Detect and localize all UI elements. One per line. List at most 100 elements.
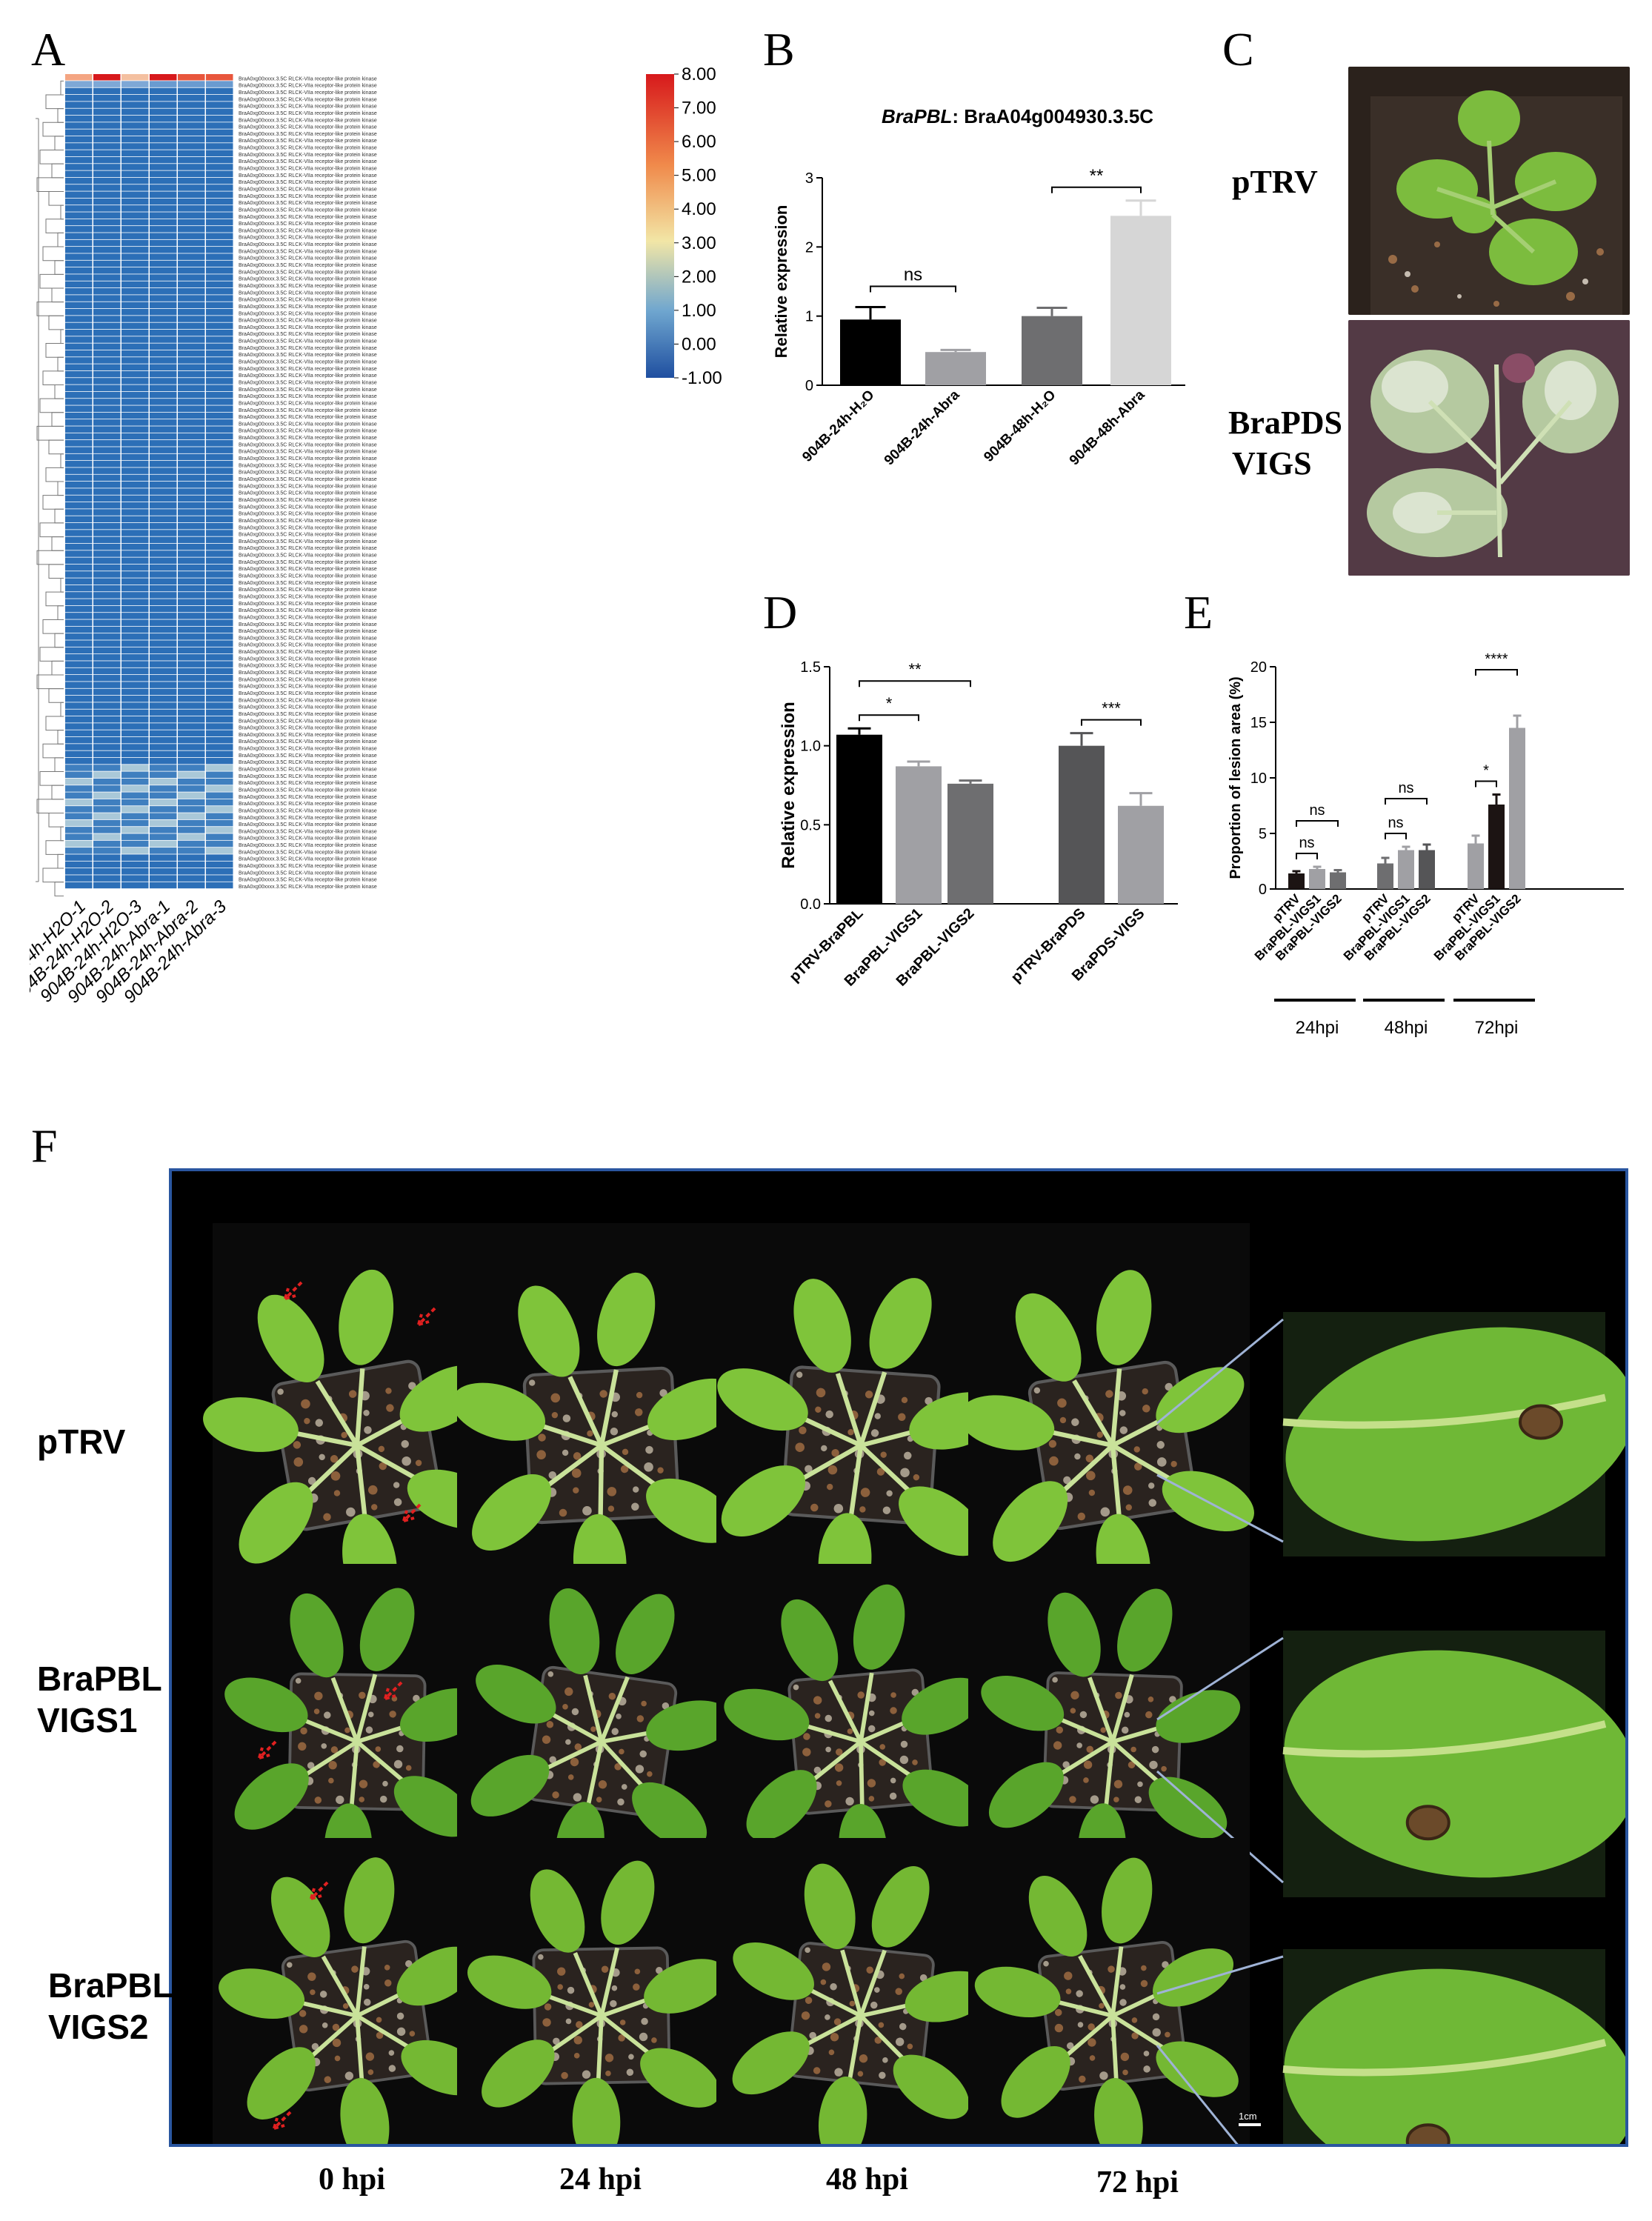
scale-bar-label: 1cm [1239, 2111, 1257, 2122]
soil-grain [799, 1426, 807, 1435]
bar [947, 783, 993, 904]
heatmap-cell [178, 688, 205, 696]
heatmap-cell [150, 640, 177, 647]
soil-grain [393, 1759, 403, 1769]
heatmap-cell [93, 253, 121, 260]
leaf-stem [847, 2015, 863, 2079]
heatmap-cell [150, 536, 177, 544]
heatmap-cell [93, 433, 121, 440]
soil-grain [805, 1947, 810, 1954]
soil-grain [307, 1762, 315, 1769]
heatmap-cell [150, 378, 177, 384]
dendrogram-branch [36, 550, 64, 565]
soil-grain [405, 1765, 412, 1771]
heatmap-cell [178, 716, 205, 723]
leaf-stem [801, 1416, 862, 1448]
heatmap-cell [206, 716, 233, 723]
heatmap-cell [150, 474, 177, 482]
significance-bracket [1296, 820, 1339, 827]
heatmap-row-label: BraA0xg00xxxx.3.5C RLCK-VIIa receptor-li… [239, 622, 377, 627]
heatmap-cell [93, 516, 121, 523]
leaf-stem [1110, 1368, 1122, 1446]
significance-label: ns [1388, 815, 1403, 831]
soil-grain [1169, 1696, 1176, 1703]
leaf-stem [1104, 1741, 1115, 1805]
heatmap-cell [150, 239, 177, 247]
soil-grain [628, 2054, 634, 2060]
heatmap-cell [121, 716, 149, 723]
leaf-stem [586, 1741, 604, 1805]
heatmap-row-label: BraA0xg00xxxx.3.5C RLCK-VIIa receptor-li… [239, 484, 377, 489]
heatmap-cell [150, 833, 177, 840]
soil-grain [827, 1465, 838, 1475]
heatmap-cell [121, 101, 149, 108]
soil-grain [1119, 1410, 1126, 1416]
soil-grain [371, 1504, 378, 1511]
color-scale-tick-label: 4.00 [682, 199, 716, 219]
heatmap-cell [121, 502, 149, 509]
leaf [340, 2077, 390, 2165]
heatmap-cell [121, 592, 149, 599]
heatmap-row-label: BraA0xg00xxxx.3.5C RLCK-VIIa receptor-li… [239, 249, 377, 254]
leaf-stem [349, 1741, 359, 1805]
heatmap-cell [65, 730, 93, 737]
heatmap-cell [150, 730, 177, 737]
leaf [257, 1294, 324, 1382]
soil-grain [599, 1390, 607, 1398]
dendrogram-branch [57, 481, 64, 496]
heatmap-cell [150, 613, 177, 619]
heatmap-cell [93, 81, 121, 87]
panel-letter-d: D [763, 586, 798, 639]
heatmap-cell [121, 433, 149, 440]
y-tick-label: 3 [805, 170, 813, 187]
soil-grain [1119, 1426, 1128, 1434]
heatmap-cell [65, 550, 93, 557]
soil-grain [277, 1388, 284, 1395]
heatmap-cell [65, 336, 93, 343]
leaf [646, 1478, 736, 1543]
leaf-stem [601, 1730, 655, 1744]
soil-grain [557, 1984, 564, 1990]
soil-grain [300, 1727, 307, 1735]
heatmap-cell [150, 219, 177, 226]
heatmap-row-label: BraA0xg00xxxx.3.5C RLCK-VIIa receptor-li… [239, 290, 377, 296]
heatmap-cell [150, 433, 177, 440]
soil-grain [895, 2037, 905, 2046]
dendrogram-branch [60, 329, 64, 344]
heatmap-cell [93, 861, 121, 868]
soil-grain [314, 1797, 322, 1804]
heatmap-cell [65, 682, 93, 688]
soil-grain [596, 1797, 602, 1802]
heatmap-cell [150, 509, 177, 516]
soil-grain [1148, 1482, 1155, 1489]
heatmap-cell [121, 667, 149, 675]
heatmap-cell [178, 177, 205, 184]
soil-grain [388, 2065, 396, 2072]
soil-grain [882, 1506, 891, 1514]
soil-grain [415, 1459, 422, 1466]
soil-grain [1134, 1462, 1142, 1471]
soil-grain [401, 1439, 409, 1448]
soil-grain [845, 1797, 854, 1806]
heatmap-cell [93, 198, 121, 205]
soil-grain [598, 1780, 607, 1789]
heatmap-row-label: BraA0xg00xxxx.3.5C RLCK-VIIa receptor-li… [239, 236, 377, 241]
heatmap-cell [121, 426, 149, 433]
heatmap-cell [206, 502, 233, 509]
heatmap-row-label: BraA0xg00xxxx.3.5C RLCK-VIIa receptor-li… [239, 187, 377, 192]
heatmap-cell [121, 675, 149, 682]
soil-grain [542, 1735, 551, 1744]
soil-grain [561, 2071, 568, 2080]
heatmap-cell [206, 585, 233, 592]
heatmap-cell [121, 744, 149, 750]
soil-grain [379, 1462, 387, 1471]
heatmap-cell [65, 667, 93, 675]
heatmap-cell [206, 516, 233, 523]
heatmap-cell [150, 550, 177, 557]
heatmap-cell [93, 709, 121, 716]
heatmap-cell [178, 364, 205, 371]
heatmap-cell [121, 281, 149, 288]
plant-icon [974, 1857, 1239, 2165]
heatmap-cell [150, 682, 177, 688]
